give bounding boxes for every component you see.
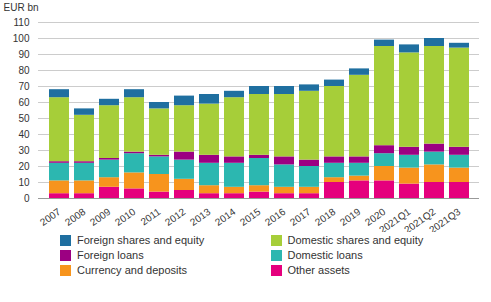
svg-text:2012: 2012 bbox=[163, 206, 188, 228]
svg-text:2013: 2013 bbox=[188, 206, 213, 228]
html-text:Domestic shares and equity: Domestic shares and equity bbox=[287, 234, 424, 246]
svg-text:EUR bn: EUR bn bbox=[4, 2, 39, 13]
svg-text:2021Q3: 2021Q3 bbox=[427, 206, 463, 232]
svg-text:90: 90 bbox=[18, 49, 30, 60]
svg-text:2009: 2009 bbox=[88, 206, 113, 228]
svg-text:40: 40 bbox=[18, 129, 30, 140]
svg-text:2019: 2019 bbox=[338, 206, 363, 228]
svg-text:2007: 2007 bbox=[38, 206, 63, 228]
svg-text:2011: 2011 bbox=[139, 206, 163, 228]
svg-text:10: 10 bbox=[18, 177, 30, 188]
svg-text:70: 70 bbox=[18, 81, 30, 92]
svg-text:2018: 2018 bbox=[313, 206, 338, 228]
svg-text:30: 30 bbox=[18, 145, 30, 156]
html-text:Domestic loans: Domestic loans bbox=[287, 249, 363, 261]
svg-text:20: 20 bbox=[18, 161, 30, 172]
svg-text:2015: 2015 bbox=[238, 206, 263, 228]
svg-text:60: 60 bbox=[18, 97, 30, 108]
svg-text:2014: 2014 bbox=[213, 206, 238, 228]
svg-text:110: 110 bbox=[14, 17, 30, 28]
svg-text:2016: 2016 bbox=[263, 206, 288, 228]
html-text:Foreign shares and equity: Foreign shares and equity bbox=[77, 234, 205, 246]
svg-text:50: 50 bbox=[18, 113, 30, 124]
html-text:Foreign loans: Foreign loans bbox=[77, 249, 144, 261]
svg-text:100: 100 bbox=[13, 33, 30, 44]
svg-text:2010: 2010 bbox=[113, 206, 138, 228]
html-text:Currency and deposits: Currency and deposits bbox=[77, 264, 188, 276]
svg-text:80: 80 bbox=[18, 65, 30, 76]
svg-text:2020: 2020 bbox=[362, 206, 388, 228]
html-text:Other assets: Other assets bbox=[287, 264, 350, 276]
svg-text:2008: 2008 bbox=[63, 206, 88, 228]
svg-text:0: 0 bbox=[24, 193, 30, 204]
svg-text:2017: 2017 bbox=[288, 206, 313, 228]
